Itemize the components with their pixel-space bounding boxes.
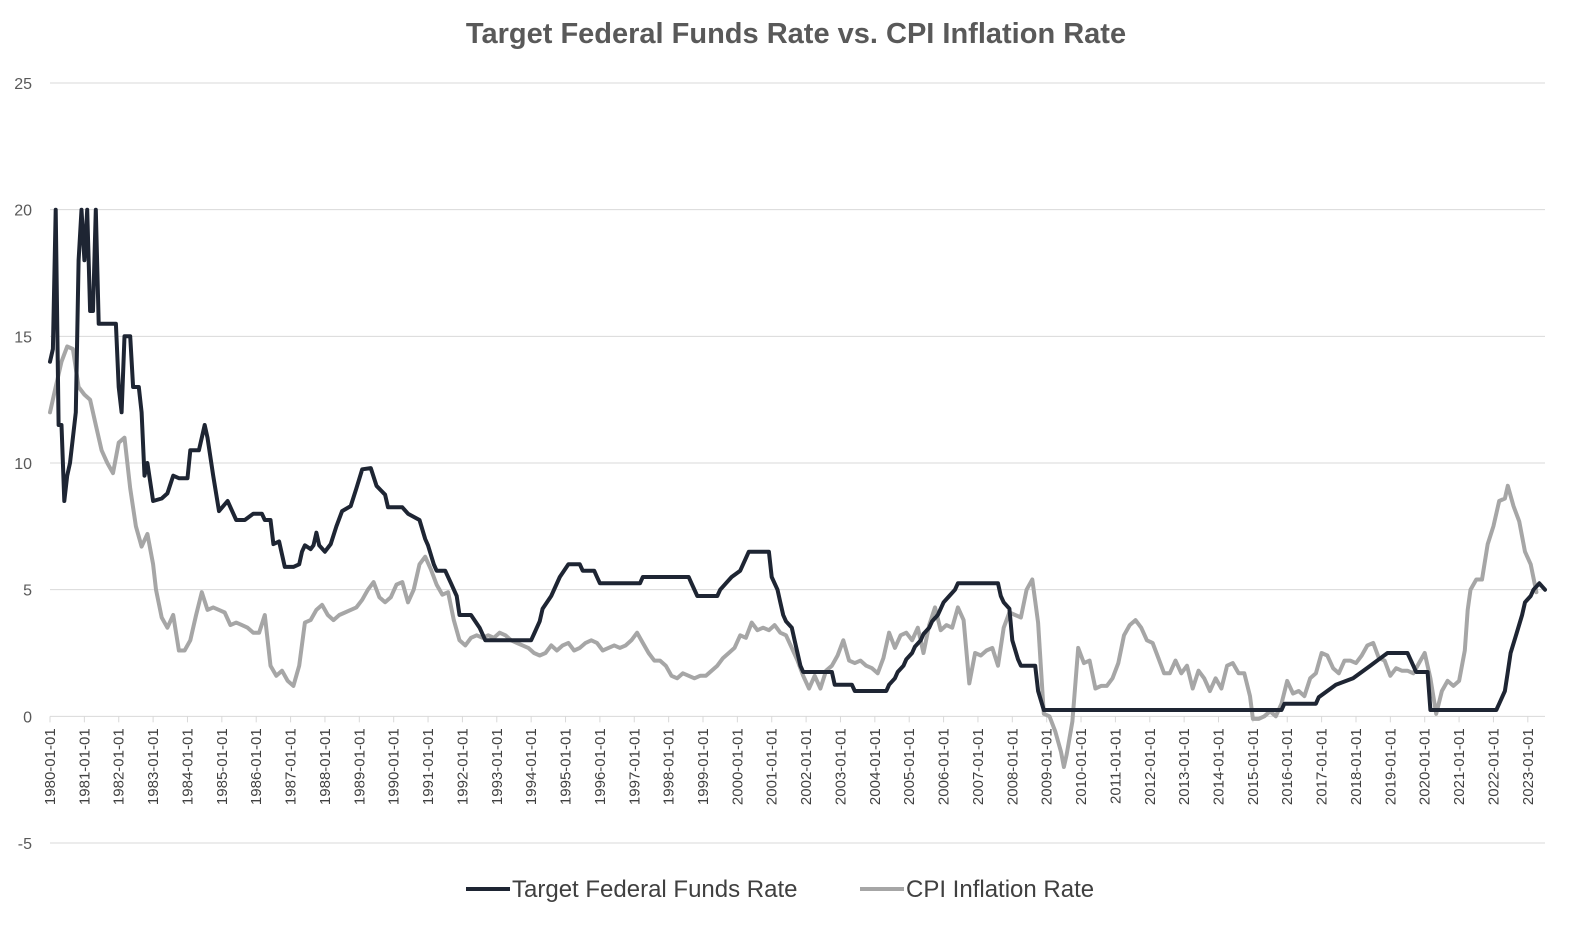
y-tick-label: 25 (14, 76, 32, 93)
y-tick-label: 15 (14, 329, 32, 346)
x-tick-label: 2001-01-01 (764, 728, 781, 805)
x-tick-label: 1980-01-01 (42, 728, 59, 805)
x-tick-label: 1984-01-01 (179, 728, 196, 805)
x-tick-label: 1987-01-01 (283, 728, 300, 805)
x-tick-label: 1994-01-01 (523, 728, 540, 805)
x-tick-label: 2010-01-01 (1073, 728, 1090, 805)
x-tick-label: 2021-01-01 (1451, 728, 1468, 805)
x-tick-label: 2022-01-01 (1485, 728, 1502, 805)
x-tick-label: 1990-01-01 (386, 728, 403, 805)
y-tick-label: 20 (14, 203, 32, 220)
y-tick-label: 10 (14, 456, 32, 473)
y-tick-label: -5 (18, 836, 32, 853)
x-tick-label: 2009-01-01 (1039, 728, 1056, 805)
x-tick-label: 2013-01-01 (1176, 728, 1193, 805)
gridlines (50, 82, 1545, 844)
x-tick-label: 1999-01-01 (695, 728, 712, 805)
legend-item-cpi-inflation-rate: CPI Inflation Rate (906, 876, 1094, 903)
chart-title: Target Federal Funds Rate vs. CPI Inflat… (465, 18, 1127, 50)
x-tick-label: 2004-01-01 (867, 728, 884, 805)
x-tick-label: 1983-01-01 (145, 728, 162, 805)
x-tick-label: 1992-01-01 (454, 728, 471, 805)
x-tick-label: 2003-01-01 (832, 728, 849, 805)
x-tick-label: 2017-01-01 (1314, 728, 1331, 805)
x-tick-label: 2006-01-01 (936, 728, 953, 805)
x-tick-label: 2014-01-01 (1211, 728, 1228, 805)
legend: Target Federal Funds Rate CPI Inflation R… (466, 876, 1094, 903)
x-tick-label: 1985-01-01 (214, 728, 231, 805)
x-tick-label: 2019-01-01 (1382, 728, 1399, 805)
x-tick-label: 1986-01-01 (248, 728, 265, 805)
x-tick-label: 1996-01-01 (592, 728, 609, 805)
x-tick-label: 2018-01-01 (1348, 728, 1365, 805)
x-tick-label: 1988-01-01 (317, 728, 334, 805)
x-tick-label: 2015-01-01 (1245, 728, 1262, 805)
x-tick-label: 2023-01-01 (1520, 728, 1537, 805)
x-tick-label: 1981-01-01 (76, 728, 93, 805)
x-tick-label: 1995-01-01 (558, 728, 575, 805)
x-tick-label: 2011-01-01 (1107, 728, 1124, 804)
y-tick-label: 0 (23, 709, 32, 726)
x-tick-label: 1997-01-01 (626, 728, 643, 805)
series-lines (48, 207, 1547, 769)
x-tick-label: 2008-01-01 (1004, 728, 1021, 805)
x-tick-label: 2005-01-01 (901, 728, 918, 805)
x-tick-label: 2020-01-01 (1417, 728, 1434, 805)
y-axis-tick-labels: -5 0 5 10 15 20 25 (14, 76, 32, 853)
x-tick-label: 2016-01-01 (1279, 728, 1296, 805)
legend-item-target-federal-funds-rate: Target Federal Funds Rate (512, 876, 797, 903)
x-tick-label: 1989-01-01 (351, 728, 368, 805)
x-axis-tick-labels: 1980-01-01 1981-01-01 1982-01-01 1983-01-01… (42, 716, 1537, 805)
x-tick-label: 2000-01-01 (729, 728, 746, 805)
y-tick-label: 5 (23, 583, 32, 600)
x-tick-label: 2002-01-01 (798, 728, 815, 805)
x-tick-label: 2012-01-01 (1142, 728, 1159, 805)
series-line-target-federal-funds-rate (48, 207, 1547, 712)
x-tick-label: 1998-01-01 (661, 728, 678, 805)
x-tick-label: 2007-01-01 (970, 728, 987, 805)
x-tick-label: 1982-01-01 (111, 728, 128, 805)
x-tick-label: 1991-01-01 (420, 728, 437, 805)
x-tick-label: 1993-01-01 (489, 728, 506, 805)
